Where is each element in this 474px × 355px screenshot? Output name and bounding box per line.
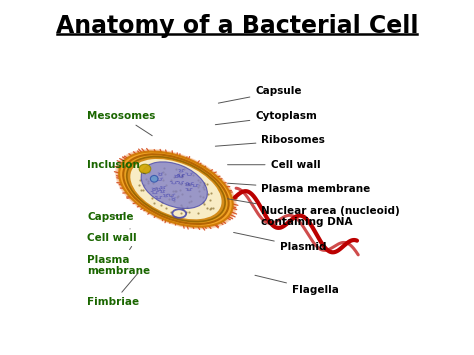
- Ellipse shape: [124, 155, 228, 224]
- Ellipse shape: [116, 150, 236, 229]
- Text: Plasmid: Plasmid: [234, 233, 326, 252]
- Ellipse shape: [119, 152, 233, 227]
- Text: Inclusion: Inclusion: [87, 160, 146, 174]
- Ellipse shape: [141, 162, 208, 208]
- Ellipse shape: [150, 175, 158, 182]
- Ellipse shape: [139, 164, 151, 173]
- Text: Capsule: Capsule: [87, 212, 134, 222]
- Text: Cell wall: Cell wall: [228, 160, 320, 170]
- Text: Cell wall: Cell wall: [87, 229, 137, 243]
- Text: Nuclear area (nucleoid)
containing DNA: Nuclear area (nucleoid) containing DNA: [228, 199, 400, 228]
- Ellipse shape: [123, 154, 228, 224]
- Text: Anatomy of a Bacterial Cell: Anatomy of a Bacterial Cell: [56, 14, 418, 38]
- Text: Mesosomes: Mesosomes: [87, 111, 156, 136]
- Ellipse shape: [118, 151, 234, 228]
- Ellipse shape: [121, 153, 230, 225]
- Ellipse shape: [115, 149, 237, 229]
- Text: Cytoplasm: Cytoplasm: [215, 111, 317, 125]
- Text: Ribosomes: Ribosomes: [215, 135, 325, 146]
- Text: Plasma
membrane: Plasma membrane: [87, 246, 151, 276]
- Text: Fimbriae: Fimbriae: [87, 274, 139, 307]
- Ellipse shape: [127, 157, 225, 222]
- Ellipse shape: [130, 159, 221, 219]
- Ellipse shape: [120, 152, 232, 226]
- Text: Flagella: Flagella: [255, 275, 339, 295]
- Text: Capsule: Capsule: [219, 87, 302, 103]
- Text: Plasma membrane: Plasma membrane: [228, 183, 371, 194]
- Ellipse shape: [123, 154, 229, 224]
- Ellipse shape: [119, 152, 233, 227]
